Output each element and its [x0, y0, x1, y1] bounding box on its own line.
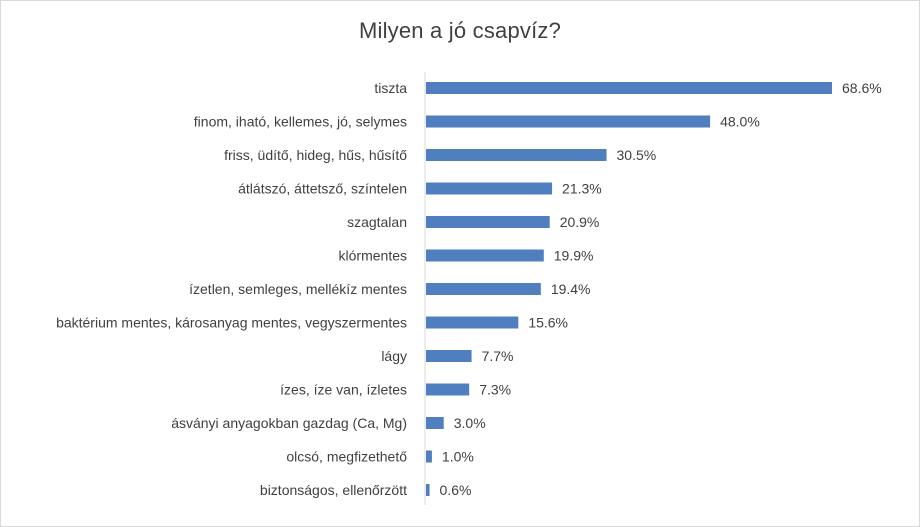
category-label: ízes, íze van, ízletes — [280, 382, 407, 398]
bar — [426, 350, 472, 362]
category-label: ízetlen, semleges, mellékíz mentes — [189, 281, 407, 297]
data-label: 21.3% — [562, 181, 602, 197]
category-label: átlátszó, áttetsző, színtelen — [238, 181, 407, 197]
category-label: klórmentes — [339, 248, 407, 264]
data-label: 3.0% — [454, 415, 486, 431]
data-label: 48.0% — [720, 114, 760, 130]
data-label: 7.7% — [482, 348, 514, 364]
data-label: 20.9% — [560, 214, 600, 230]
chart-title: Milyen a jó csapvíz? — [358, 18, 562, 43]
data-label: 15.6% — [528, 315, 568, 331]
data-label: 19.4% — [551, 281, 591, 297]
category-label: tiszta — [374, 80, 407, 96]
bar — [426, 383, 470, 396]
data-label: 19.9% — [554, 248, 594, 264]
bar — [426, 249, 544, 262]
data-label: 7.3% — [479, 382, 511, 398]
bar — [426, 82, 832, 94]
data-label: 30.5% — [617, 147, 657, 163]
category-label: olcsó, megfizethető — [286, 449, 407, 465]
category-label: baktérium mentes, károsanyag mentes, veg… — [56, 315, 407, 331]
category-label: biztonságos, ellenőrzött — [260, 482, 407, 498]
bar — [426, 316, 519, 329]
bar — [426, 417, 444, 429]
category-label: lágy — [381, 348, 407, 364]
data-label: 68.6% — [842, 80, 882, 96]
data-label: 1.0% — [442, 449, 474, 465]
bar — [426, 149, 607, 161]
bar — [426, 283, 541, 295]
bar — [426, 484, 430, 496]
bar — [426, 450, 432, 463]
data-label: 0.6% — [440, 482, 472, 498]
bar — [426, 115, 711, 128]
category-label: szagtalan — [347, 214, 407, 230]
category-label: ásványi anyagokban gazdag (Ca, Mg) — [171, 415, 407, 431]
category-label: friss, üdítő, hideg, hűs, hűsítő — [224, 147, 407, 163]
bar — [426, 182, 553, 195]
bar — [426, 216, 550, 228]
category-label: finom, iható, kellemes, jó, selymes — [194, 114, 407, 130]
